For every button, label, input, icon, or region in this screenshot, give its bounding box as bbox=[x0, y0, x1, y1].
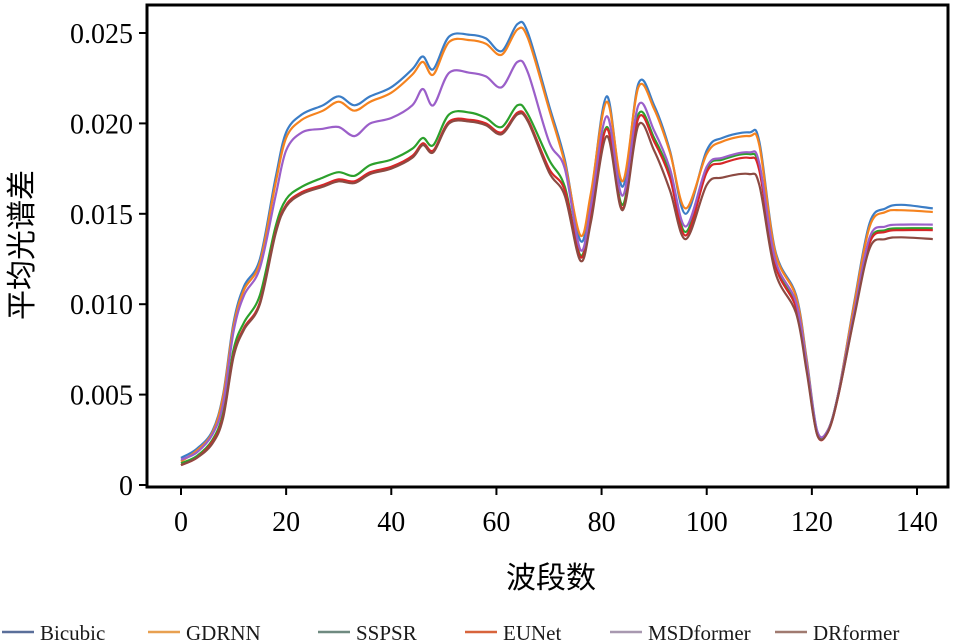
legend-label: DRformer bbox=[813, 621, 899, 644]
x-tick-label: 20 bbox=[272, 507, 300, 538]
ticks-layer: 0 20 40 60 80 100 120 140 0 0.005 0.010 0.015 0.020 0… bbox=[70, 19, 938, 538]
x-tick-label: 80 bbox=[588, 507, 616, 538]
legend-item-bicubic: Bicubic bbox=[2, 621, 105, 644]
legend: Bicubic GDRNN SSPSR EUNet MSDformer DRformer bbox=[2, 621, 899, 644]
y-tick-label: 0.010 bbox=[70, 290, 133, 321]
x-axis-label: 波段数 bbox=[506, 562, 596, 595]
y-tick-label: 0 bbox=[119, 471, 133, 502]
legend-label: MSDformer bbox=[648, 621, 751, 644]
y-axis-label: 平均光谱差 bbox=[6, 170, 39, 320]
legend-item-sspsr: SSPSR bbox=[318, 621, 417, 644]
y-tick-label: 0.025 bbox=[70, 19, 133, 50]
legend-label: GDRNN bbox=[186, 621, 261, 644]
x-tick-label: 120 bbox=[791, 507, 833, 538]
y-tick-label: 0.020 bbox=[70, 109, 133, 140]
y-tick-label: 0.005 bbox=[70, 381, 133, 412]
legend-item-drformer: DRformer bbox=[775, 621, 899, 644]
y-tick-label: 0.015 bbox=[70, 200, 133, 231]
series-line-drformer bbox=[180, 112, 933, 467]
x-tick-label: 100 bbox=[686, 507, 728, 538]
legend-label: Bicubic bbox=[40, 621, 105, 644]
x-tick-label: 40 bbox=[377, 507, 405, 538]
x-tick-label: 60 bbox=[482, 507, 510, 538]
x-tick-label: 0 bbox=[174, 507, 188, 538]
legend-label: EUNet bbox=[503, 621, 561, 644]
series-line-msdformer bbox=[180, 59, 933, 461]
legend-label: SSPSR bbox=[356, 621, 417, 644]
legend-item-gdrnn: GDRNN bbox=[148, 621, 261, 644]
plot-frame bbox=[145, 3, 950, 489]
series-layer bbox=[180, 20, 933, 467]
legend-item-msdformer: MSDformer bbox=[610, 621, 751, 644]
legend-item-eunet: EUNet bbox=[465, 621, 561, 644]
x-tick-label: 140 bbox=[896, 507, 938, 538]
